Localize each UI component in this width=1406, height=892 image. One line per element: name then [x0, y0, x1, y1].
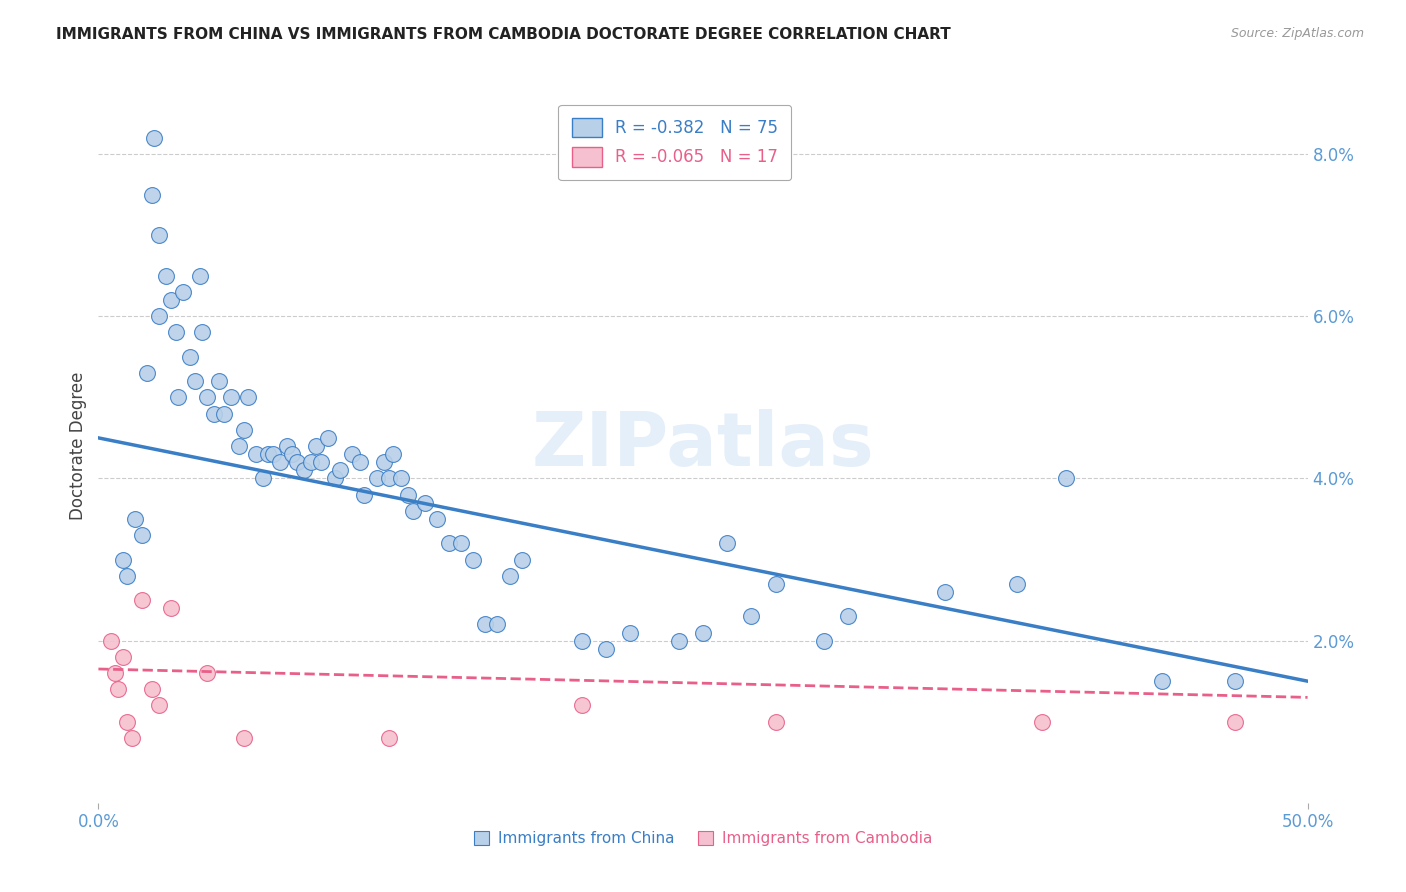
Point	[325, 471, 347, 485]
Point	[486, 617, 509, 632]
Point	[165, 326, 187, 340]
Point	[155, 268, 177, 283]
Point	[167, 390, 190, 404]
Point	[1007, 577, 1029, 591]
Point	[143, 131, 166, 145]
Point	[353, 488, 375, 502]
Point	[160, 293, 183, 307]
Legend: Immigrants from China, Immigrants from Cambodia: Immigrants from China, Immigrants from C…	[468, 825, 938, 852]
Point	[366, 471, 388, 485]
Point	[232, 731, 254, 745]
Point	[692, 625, 714, 640]
Point	[571, 698, 593, 713]
Point	[179, 350, 201, 364]
Point	[238, 390, 260, 404]
Point	[349, 455, 371, 469]
Point	[212, 407, 235, 421]
Point	[309, 455, 332, 469]
Point	[716, 536, 738, 550]
Point	[595, 641, 617, 656]
Point	[245, 447, 267, 461]
Point	[396, 488, 419, 502]
Point	[1223, 674, 1246, 689]
Point	[131, 593, 153, 607]
Point	[252, 471, 274, 485]
Point	[837, 609, 859, 624]
Point	[195, 390, 218, 404]
Point	[276, 439, 298, 453]
Point	[141, 187, 163, 202]
Point	[111, 552, 134, 566]
Point	[256, 447, 278, 461]
Point	[292, 463, 315, 477]
Point	[510, 552, 533, 566]
Y-axis label: Doctorate Degree: Doctorate Degree	[69, 372, 87, 520]
Point	[813, 633, 835, 648]
Point	[413, 496, 436, 510]
Point	[571, 633, 593, 648]
Point	[1031, 714, 1053, 729]
Point	[373, 455, 395, 469]
Point	[184, 374, 207, 388]
Point	[228, 439, 250, 453]
Point	[204, 407, 226, 421]
Point	[498, 568, 520, 582]
Text: Source: ZipAtlas.com: Source: ZipAtlas.com	[1230, 27, 1364, 40]
Point	[195, 666, 218, 681]
Point	[1223, 714, 1246, 729]
Point	[148, 310, 170, 324]
Point	[382, 447, 405, 461]
Point	[104, 666, 127, 681]
Point	[232, 423, 254, 437]
Point	[426, 512, 449, 526]
Point	[1152, 674, 1174, 689]
Point	[121, 731, 143, 745]
Point	[377, 471, 399, 485]
Point	[463, 552, 485, 566]
Text: IMMIGRANTS FROM CHINA VS IMMIGRANTS FROM CAMBODIA DOCTORATE DEGREE CORRELATION C: IMMIGRANTS FROM CHINA VS IMMIGRANTS FROM…	[56, 27, 950, 42]
Point	[117, 568, 139, 582]
Point	[191, 326, 214, 340]
Point	[305, 439, 328, 453]
Point	[221, 390, 243, 404]
Point	[285, 455, 308, 469]
Point	[474, 617, 496, 632]
Point	[402, 504, 425, 518]
Point	[262, 447, 284, 461]
Point	[107, 682, 129, 697]
Point	[172, 285, 194, 299]
Point	[148, 228, 170, 243]
Point	[619, 625, 641, 640]
Point	[299, 455, 322, 469]
Point	[141, 682, 163, 697]
Point	[342, 447, 364, 461]
Point	[740, 609, 762, 624]
Point	[389, 471, 412, 485]
Text: ZIPatlas: ZIPatlas	[531, 409, 875, 483]
Point	[111, 649, 134, 664]
Point	[765, 714, 787, 729]
Point	[1054, 471, 1077, 485]
Point	[160, 601, 183, 615]
Point	[437, 536, 460, 550]
Point	[124, 512, 146, 526]
Point	[208, 374, 231, 388]
Point	[135, 366, 157, 380]
Point	[377, 731, 399, 745]
Point	[269, 455, 291, 469]
Point	[668, 633, 690, 648]
Point	[131, 528, 153, 542]
Point	[329, 463, 352, 477]
Point	[934, 585, 956, 599]
Point	[765, 577, 787, 591]
Point	[117, 714, 139, 729]
Point	[450, 536, 472, 550]
Point	[100, 633, 122, 648]
Point	[316, 431, 339, 445]
Point	[281, 447, 304, 461]
Point	[148, 698, 170, 713]
Point	[188, 268, 211, 283]
